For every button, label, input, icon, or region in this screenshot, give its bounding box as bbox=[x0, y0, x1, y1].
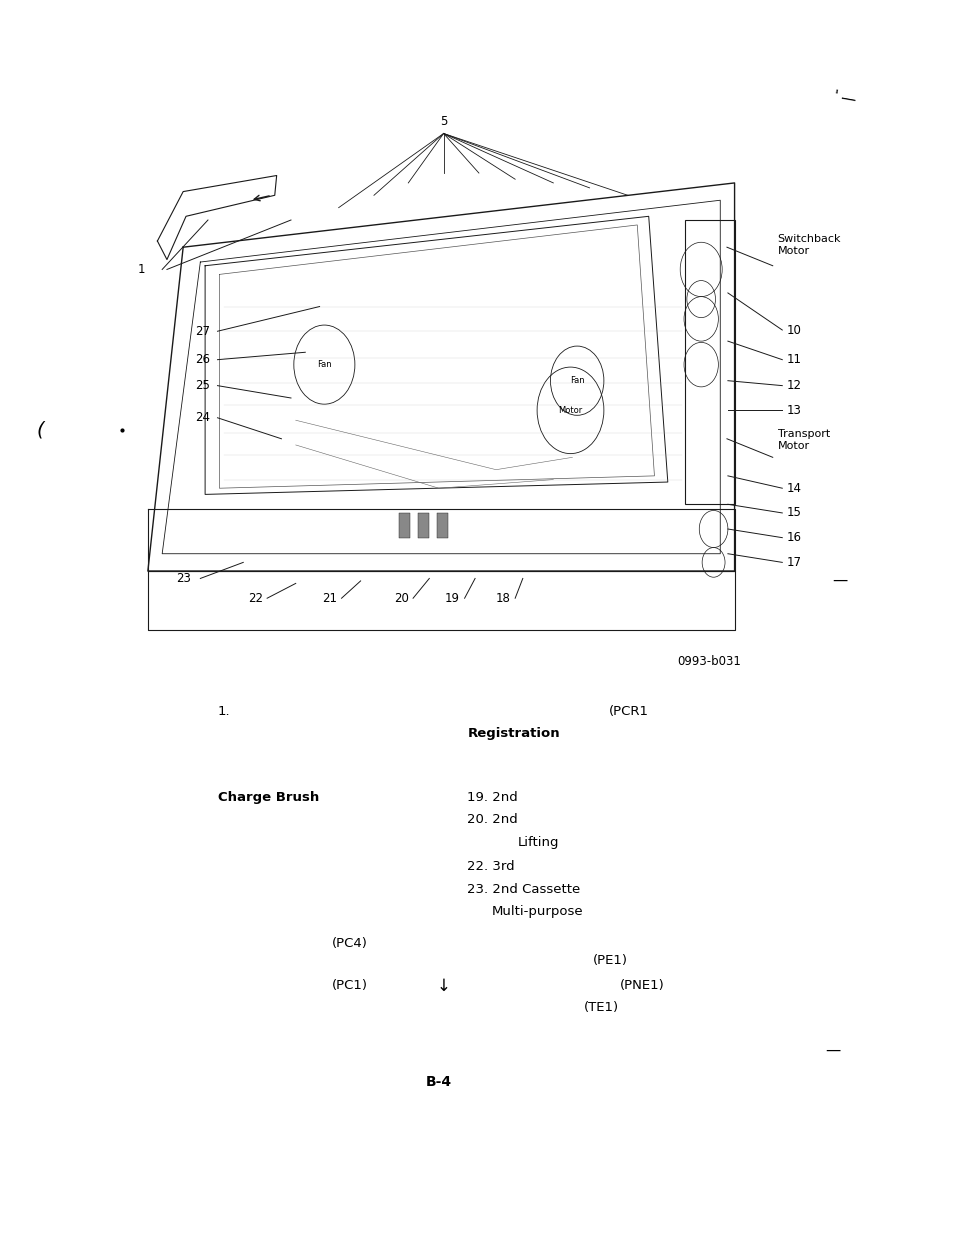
Bar bbox=[436, 513, 448, 538]
Text: 11: 11 bbox=[786, 353, 801, 366]
Text: (: ( bbox=[36, 420, 44, 440]
Text: 23. 2nd Cassette: 23. 2nd Cassette bbox=[467, 883, 580, 896]
Text: (TE1): (TE1) bbox=[583, 1001, 618, 1015]
Text: B-4: B-4 bbox=[425, 1075, 452, 1089]
Text: —: — bbox=[824, 1043, 840, 1058]
Text: Fan: Fan bbox=[316, 360, 332, 370]
Text: 5: 5 bbox=[439, 115, 447, 127]
Text: 20: 20 bbox=[394, 592, 409, 604]
Text: 0993-b031: 0993-b031 bbox=[677, 655, 740, 669]
Text: Switchback
Motor: Switchback Motor bbox=[777, 234, 841, 256]
Bar bbox=[398, 513, 410, 538]
Text: Fan: Fan bbox=[569, 376, 584, 386]
Text: (PCR1: (PCR1 bbox=[608, 705, 648, 718]
Text: 10: 10 bbox=[786, 324, 801, 336]
Text: Multi-purpose: Multi-purpose bbox=[491, 905, 582, 918]
Text: Charge Brush: Charge Brush bbox=[217, 791, 318, 805]
Text: 12: 12 bbox=[786, 379, 801, 392]
Text: 19: 19 bbox=[444, 592, 459, 604]
Text: 27: 27 bbox=[194, 325, 210, 337]
Text: 25: 25 bbox=[194, 379, 210, 392]
Text: 20. 2nd: 20. 2nd bbox=[467, 813, 517, 827]
Text: 16: 16 bbox=[786, 531, 801, 544]
Text: (PC1): (PC1) bbox=[332, 979, 368, 993]
Text: 19. 2nd: 19. 2nd bbox=[467, 791, 517, 805]
Text: Lifting: Lifting bbox=[517, 836, 559, 849]
Text: 13: 13 bbox=[786, 404, 801, 417]
Text: Motor: Motor bbox=[558, 405, 582, 415]
Text: 22: 22 bbox=[248, 592, 263, 604]
Text: Registration: Registration bbox=[467, 727, 559, 740]
Text: 14: 14 bbox=[786, 482, 801, 494]
Text: 22. 3rd: 22. 3rd bbox=[467, 860, 515, 874]
Text: 21: 21 bbox=[321, 592, 336, 604]
Text: 17: 17 bbox=[786, 556, 801, 569]
Text: 26: 26 bbox=[194, 353, 210, 366]
Text: Transport
Motor: Transport Motor bbox=[777, 429, 829, 451]
Text: (PC4): (PC4) bbox=[332, 937, 368, 950]
Text: 1: 1 bbox=[137, 263, 145, 276]
Text: 1.: 1. bbox=[217, 705, 230, 718]
Text: (PNE1): (PNE1) bbox=[619, 979, 664, 993]
Text: (PE1): (PE1) bbox=[592, 954, 627, 968]
Text: ↓: ↓ bbox=[436, 976, 451, 995]
Text: 23: 23 bbox=[175, 572, 191, 585]
Text: 18: 18 bbox=[495, 592, 510, 604]
Bar bbox=[417, 513, 429, 538]
Text: —: — bbox=[832, 574, 850, 588]
Text: 24: 24 bbox=[194, 412, 210, 424]
Text: ' —: ' — bbox=[832, 89, 857, 109]
Bar bbox=[684, 220, 734, 504]
Text: 15: 15 bbox=[786, 507, 801, 519]
